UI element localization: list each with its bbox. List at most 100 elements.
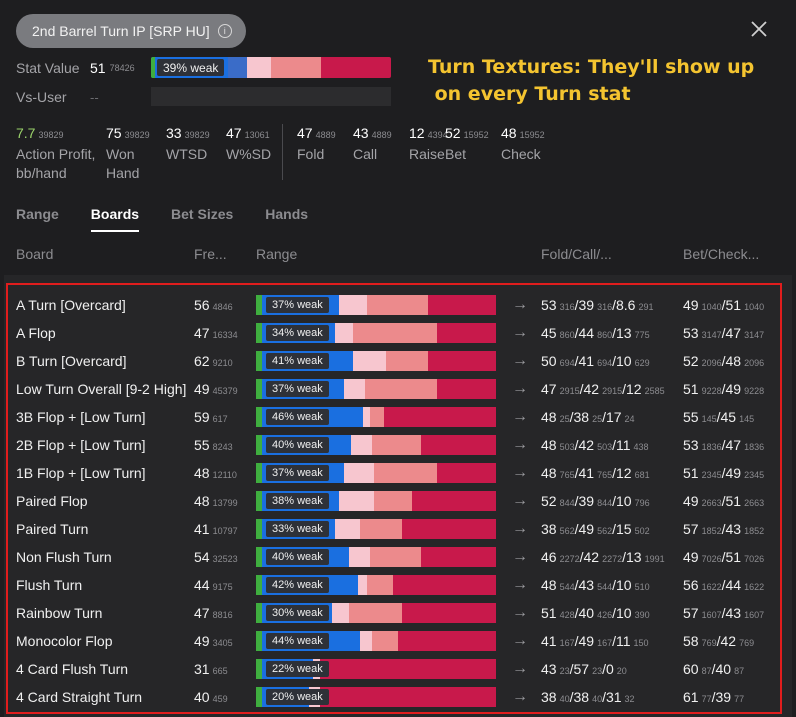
metric-label: Won Hand <box>106 146 140 181</box>
range-bar-edge <box>256 687 262 707</box>
raise-value: 10 <box>616 493 632 509</box>
tab-hands[interactable]: Hands <box>265 206 309 222</box>
frequency-sample: 617 <box>212 414 228 424</box>
range-bar-segment <box>360 519 403 539</box>
range-bar-label: 40% weak <box>266 437 329 453</box>
table-row[interactable]: 4 Card Flush Turn 31 665 22% weak → 43 23/57 23… <box>16 655 776 683</box>
range-bar-segment <box>367 295 429 315</box>
board-frequency: 48 13799 <box>194 493 238 509</box>
check-value: 49 <box>725 465 742 481</box>
metric-label: WTSD <box>166 146 208 162</box>
col-header-range[interactable]: Range <box>256 246 298 262</box>
bet-value: 56 <box>683 577 699 593</box>
col-header-board[interactable]: Board <box>16 246 54 262</box>
tab-boards[interactable]: Boards <box>90 206 140 232</box>
check-sample: 1836 <box>744 442 765 452</box>
bet-value: 60 <box>683 661 699 677</box>
frequency-sample: 32523 <box>212 554 238 564</box>
frequency-value: 49 <box>194 633 210 649</box>
fold-value: 48 <box>541 577 557 593</box>
stat-value-bar-label: 39% weak <box>157 59 225 76</box>
table-row[interactable]: Monocolor Flop 49 3405 44% weak → 41 167/49 167… <box>16 627 776 655</box>
close-icon[interactable] <box>750 20 768 38</box>
raise-sample: 20 <box>616 666 627 676</box>
call-sample: 860 <box>597 330 613 340</box>
raise-value: 13 <box>626 549 642 565</box>
range-bar-segment <box>339 295 368 315</box>
stat-value-bar-segment <box>321 57 391 78</box>
raise-value: 12 <box>626 381 642 397</box>
bet-check: 56 1622/44 1622 <box>683 577 765 593</box>
check-sample: 3147 <box>744 330 765 340</box>
range-bar-edge <box>256 659 262 679</box>
bet-sample: 3147 <box>701 330 722 340</box>
range-bar: 38% weak <box>256 491 496 511</box>
vs-user-label: Vs-User <box>16 89 67 105</box>
bet-value: 49 <box>683 549 699 565</box>
frequency-sample: 665 <box>212 666 228 676</box>
fold-sample: 428 <box>559 610 575 620</box>
range-bar-segment <box>343 463 375 483</box>
frequency-sample: 9175 <box>212 582 233 592</box>
board-name: A Flop <box>16 325 56 341</box>
range-bar-label: 44% weak <box>266 633 329 649</box>
tab-bet-sizes[interactable]: Bet Sizes <box>171 206 234 222</box>
call-value: 44 <box>578 325 595 341</box>
range-bar-label: 37% weak <box>266 465 329 481</box>
raise-sample: 32 <box>624 694 635 704</box>
table-row[interactable]: B Turn [Overcard] 62 9210 41% weak → 50 694/41… <box>16 347 776 375</box>
fold-sample: 844 <box>559 498 575 508</box>
table-row[interactable]: Non Flush Turn 54 32523 40% weak → 46 2272/42 2… <box>16 543 776 571</box>
table-row[interactable]: Rainbow Turn 47 8816 30% weak → 51 428/40 426/1… <box>16 599 776 627</box>
table-row[interactable]: 3B Flop + [Low Turn] 59 617 46% weak → 48 25/3… <box>16 403 776 431</box>
col-header-bet-check[interactable]: Bet/Check... <box>683 246 760 262</box>
table-row[interactable]: 2B Flop + [Low Turn] 55 8243 40% weak → 48 503… <box>16 431 776 459</box>
raise-value: 17 <box>605 409 622 425</box>
board-name: Flush Turn <box>16 577 83 593</box>
table-row[interactable]: 4 Card Straight Turn 40 459 20% weak → 38 40/3… <box>16 683 776 711</box>
call-value: 39 <box>578 297 595 313</box>
call-sample: 2915 <box>602 386 623 396</box>
board-name: Low Turn Overall [9-2 High] <box>16 381 187 397</box>
fold-call-raise: 43 23/57 23/0 20 <box>541 661 627 677</box>
fold-call-raise: 38 562/49 562/15 502 <box>541 521 650 537</box>
col-header-freq[interactable]: Fre... <box>194 246 227 262</box>
bet-sample: 1040 <box>701 302 722 312</box>
table-row[interactable]: Paired Turn 41 10797 33% weak → 38 562/49 562/1… <box>16 515 776 543</box>
frequency-value: 41 <box>194 521 210 537</box>
range-bar-segment <box>374 463 438 483</box>
table-row[interactable]: Flush Turn 44 9175 42% weak → 48 544/43 544/10 5… <box>16 571 776 599</box>
tab-range[interactable]: Range <box>16 206 59 222</box>
annotation-text: Turn Textures: They'll show up on every … <box>428 56 755 105</box>
frequency-value: 49 <box>194 381 210 397</box>
raise-sample: 24 <box>624 414 635 424</box>
call-sample: 426 <box>597 610 613 620</box>
range-bar-segment <box>320 659 496 679</box>
table-row[interactable]: Low Turn Overall [9-2 High] 49 45379 37% we… <box>16 375 776 403</box>
check-value: 49 <box>725 381 742 397</box>
table-row[interactable]: 1B Flop + [Low Turn] 48 12110 37% weak → 48 76… <box>16 459 776 487</box>
check-value: 48 <box>725 353 742 369</box>
range-bar-segment <box>348 547 370 567</box>
table-row[interactable]: A Turn [Overcard] 56 4846 37% weak → 53 316/39… <box>16 291 776 319</box>
bet-sample: 87 <box>701 666 712 676</box>
bet-check: 55 145/45 145 <box>683 409 755 425</box>
range-bar-edge <box>256 407 262 427</box>
report-title-chip[interactable]: 2nd Barrel Turn IP [SRP HU] i <box>16 14 246 48</box>
bet-value: 49 <box>683 493 699 509</box>
board-frequency: 56 4846 <box>194 297 233 313</box>
col-header-fold-call[interactable]: Fold/Call/... <box>541 246 612 262</box>
check-sample: 1040 <box>744 302 765 312</box>
call-sample: 503 <box>597 442 613 452</box>
range-bar-edge <box>256 463 262 483</box>
table-row[interactable]: A Flop 47 16334 34% weak → 45 860/44 860/13 775 5… <box>16 319 776 347</box>
raise-value: 10 <box>616 577 632 593</box>
metric-label: W%SD <box>226 146 272 162</box>
board-frequency: 47 8816 <box>194 605 233 621</box>
call-sample: 765 <box>597 470 613 480</box>
range-bar: 40% weak <box>256 547 496 567</box>
board-frequency: 48 12110 <box>194 465 237 481</box>
fold-sample: 694 <box>559 358 575 368</box>
info-icon[interactable]: i <box>217 24 232 38</box>
table-row[interactable]: Paired Flop 48 13799 38% weak → 52 844/39 844/1… <box>16 487 776 515</box>
